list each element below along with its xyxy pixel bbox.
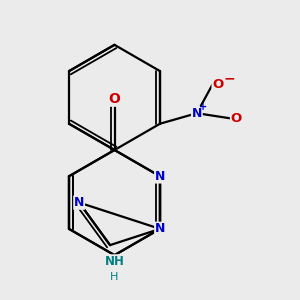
Text: +: + — [199, 102, 207, 112]
Text: N: N — [155, 222, 165, 236]
Text: H: H — [110, 272, 119, 282]
Text: O: O — [231, 112, 242, 125]
Text: N: N — [192, 107, 202, 120]
Text: N: N — [155, 170, 165, 183]
Text: NH: NH — [105, 255, 124, 268]
Text: −: − — [224, 71, 235, 85]
Text: O: O — [109, 92, 120, 106]
Text: N: N — [74, 196, 84, 209]
Text: O: O — [212, 78, 224, 91]
